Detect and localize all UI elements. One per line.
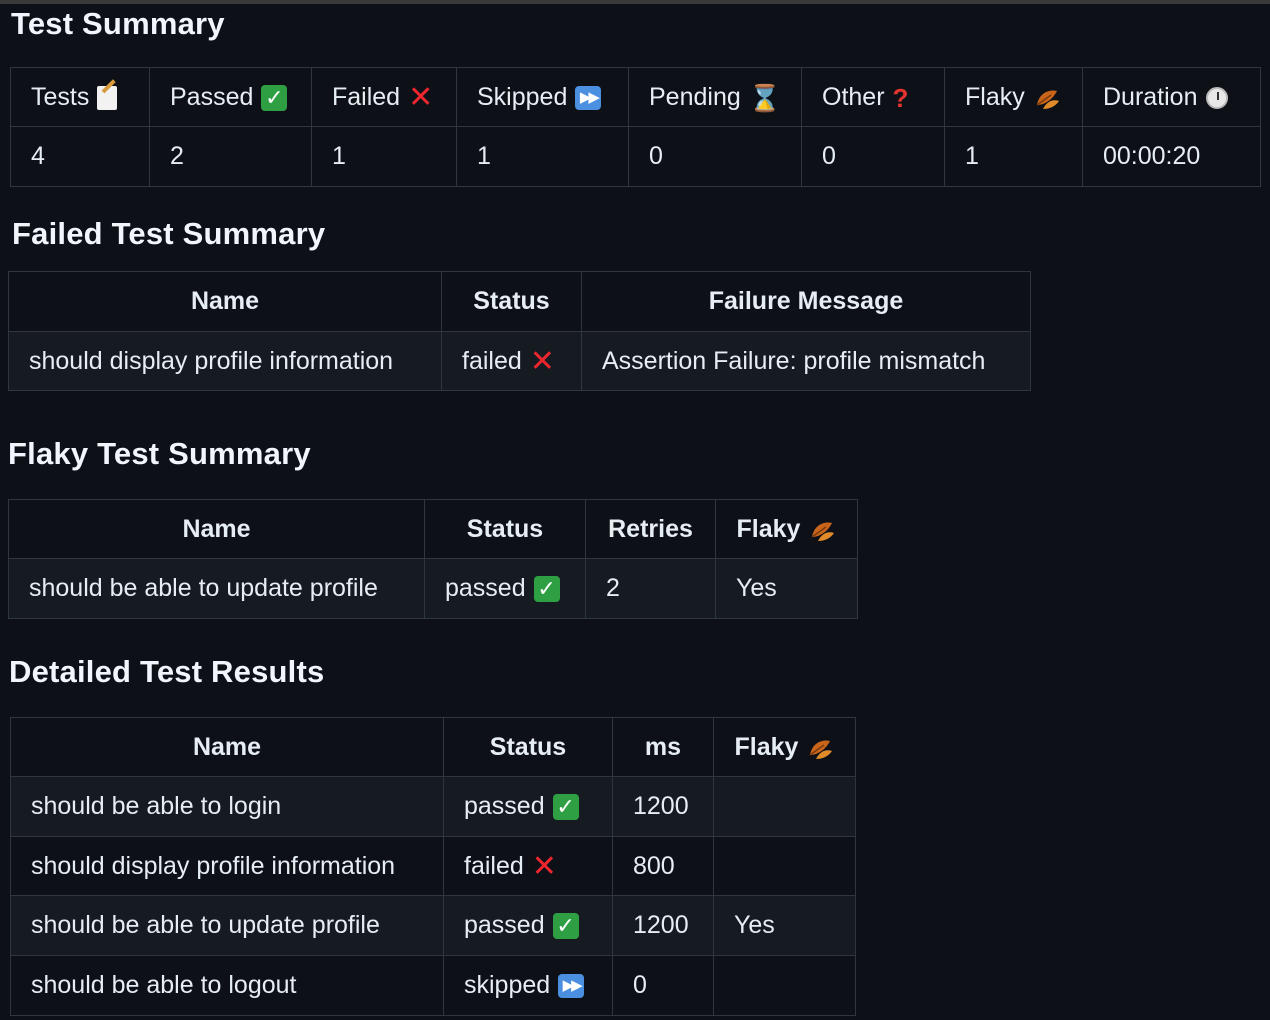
summary-header-row: Tests Passed ✓ Failed ✕ Skipped ▶▶ Pending ⌛…: [10, 67, 1261, 127]
test-status: passed ✓: [443, 776, 613, 837]
test-name: should display profile information: [8, 331, 442, 391]
flaky-test-summary-title: Flaky Test Summary: [8, 436, 311, 471]
test-status: skipped ▶▶: [443, 955, 613, 1016]
check-mark-icon: ✓: [261, 84, 288, 111]
flaky-header-row: Name Status Retries Flaky: [8, 499, 858, 559]
table-row: should display profile information faile…: [10, 836, 856, 896]
summary-values-row: 4 2 1 1 0 0 1 00:00:20: [10, 126, 1261, 187]
test-status: failed ✕: [443, 836, 613, 896]
test-name: should be able to update profile: [10, 895, 444, 956]
failed-test-summary-title: Failed Test Summary: [12, 216, 326, 251]
summary-header-flaky: Flaky: [944, 67, 1083, 127]
test-flaky: Yes: [715, 558, 858, 619]
failed-header-name: Name: [8, 271, 442, 332]
table-row: should be able to login passed ✓ 1200: [10, 776, 856, 837]
cross-mark-icon: ✕: [531, 849, 557, 883]
hourglass-icon: ⌛: [748, 82, 782, 113]
summary-value-flaky: 1: [944, 126, 1083, 187]
test-ms: 800: [612, 836, 714, 896]
test-status: failed ✕: [441, 331, 582, 391]
summary-header-other: Other?: [801, 67, 945, 127]
cross-mark-icon: ✕: [408, 80, 434, 114]
test-name: should be able to update profile: [8, 558, 425, 619]
summary-value-duration: 00:00:20: [1082, 126, 1261, 187]
test-ms: 1200: [612, 895, 714, 956]
fallen-leaf-icon: [810, 740, 833, 759]
summary-value-failed: 1: [311, 126, 457, 187]
summary-header-skipped: Skipped ▶▶: [456, 67, 629, 127]
table-row: should be able to logout skipped ▶▶ 0: [10, 955, 856, 1016]
check-mark-icon: ✓: [552, 913, 579, 940]
test-flaky: [713, 836, 856, 896]
stopwatch-icon: [1205, 86, 1228, 109]
test-retries: 2: [585, 558, 716, 619]
window-top-border: [0, 0, 1270, 4]
detailed-header-row: Name Status ms Flaky: [10, 717, 856, 777]
table-row: should be able to update profile passed ✓…: [10, 895, 856, 956]
fallen-leaf-icon: [812, 522, 835, 541]
flaky-header-flaky: Flaky: [715, 499, 858, 559]
summary-header-pending: Pending ⌛: [628, 67, 802, 127]
question-mark-icon: ?: [892, 82, 909, 113]
skip-forward-icon: ▶▶: [575, 85, 602, 110]
summary-value-tests: 4: [10, 126, 150, 187]
test-status: passed ✓: [443, 895, 613, 956]
test-ms: 1200: [612, 776, 714, 837]
failed-test-table: Name Status Failure Message should displ…: [8, 271, 1031, 391]
test-flaky: Yes: [713, 895, 856, 956]
summary-header-tests: Tests: [10, 67, 150, 127]
summary-header-duration: Duration: [1082, 67, 1261, 127]
detailed-header-ms: ms: [612, 717, 714, 777]
flaky-header-retries: Retries: [585, 499, 716, 559]
failed-header-status: Status: [441, 271, 582, 332]
flaky-test-table: Name Status Retries Flaky should be able…: [8, 499, 858, 619]
summary-value-passed: 2: [149, 126, 312, 187]
test-status: passed ✓: [424, 558, 586, 619]
table-row: should display profile information faile…: [8, 331, 1031, 391]
memo-icon: [97, 85, 118, 110]
summary-value-other: 0: [801, 126, 945, 187]
test-name: should be able to logout: [10, 955, 444, 1016]
summary-header-passed: Passed ✓: [149, 67, 312, 127]
fallen-leaf-icon: [1036, 90, 1059, 109]
detailed-header-name: Name: [10, 717, 444, 777]
failed-header-row: Name Status Failure Message: [8, 271, 1031, 332]
check-mark-icon: ✓: [552, 794, 579, 821]
summary-value-pending: 0: [628, 126, 802, 187]
cross-mark-icon: ✕: [529, 344, 555, 378]
test-flaky: [713, 955, 856, 1016]
summary-value-skipped: 1: [456, 126, 629, 187]
detailed-header-flaky: Flaky: [713, 717, 856, 777]
skip-forward-icon: ▶▶: [558, 974, 585, 999]
test-summary-title: Test Summary: [11, 6, 225, 41]
test-summary-table: Tests Passed ✓ Failed ✕ Skipped ▶▶ Pending ⌛…: [10, 67, 1261, 187]
detailed-header-status: Status: [443, 717, 613, 777]
summary-header-failed: Failed ✕: [311, 67, 457, 127]
detailed-results-table: Name Status ms Flaky should be able to l…: [10, 717, 856, 1016]
test-ms: 0: [612, 955, 714, 1016]
test-name: should be able to login: [10, 776, 444, 837]
table-row: should be able to update profile passed ✓…: [8, 558, 858, 619]
failure-message: Assertion Failure: profile mismatch: [581, 331, 1031, 391]
flaky-header-name: Name: [8, 499, 425, 559]
flaky-header-status: Status: [424, 499, 586, 559]
detailed-test-results-title: Detailed Test Results: [9, 654, 325, 689]
check-mark-icon: ✓: [533, 576, 560, 603]
failed-header-message: Failure Message: [581, 271, 1031, 332]
test-name: should display profile information: [10, 836, 444, 896]
test-flaky: [713, 776, 856, 837]
